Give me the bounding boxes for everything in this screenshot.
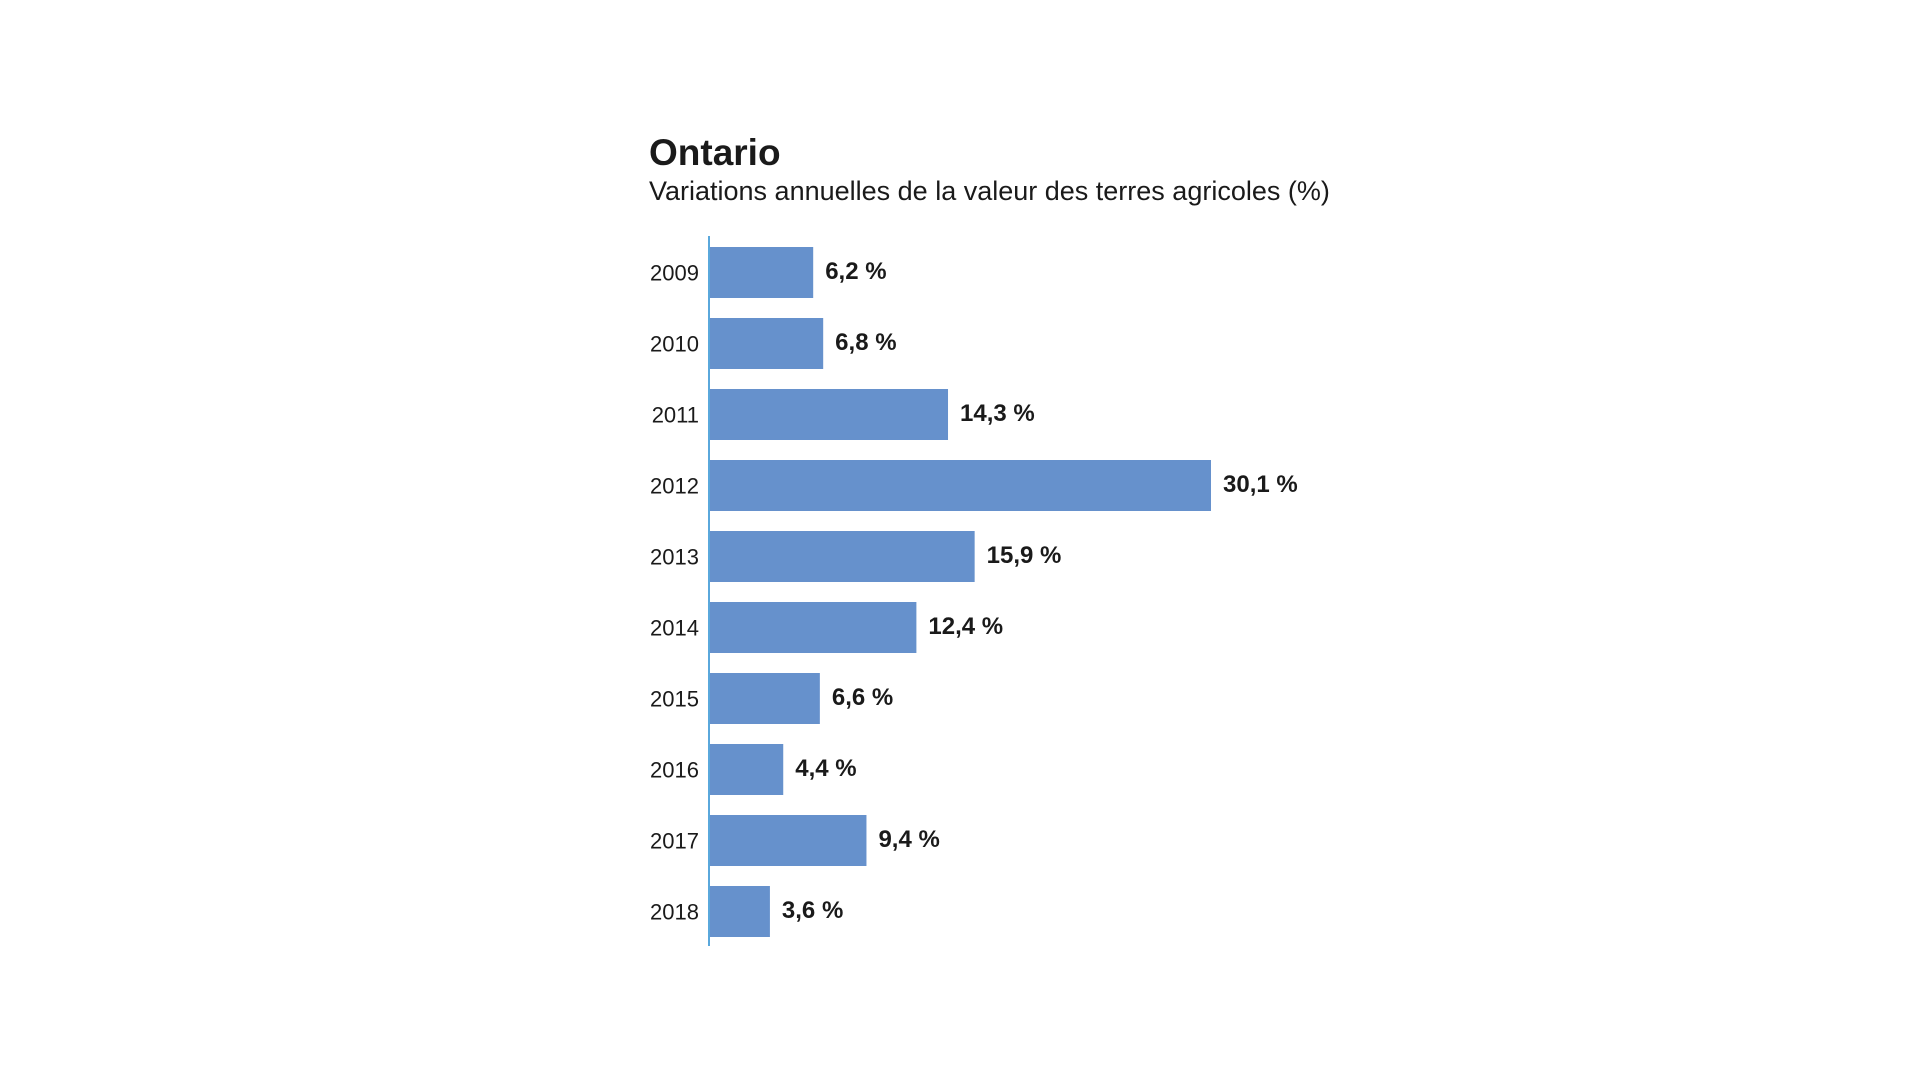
bar-2014 — [710, 602, 917, 653]
bar-2018 — [710, 886, 770, 937]
y-tick-label: 2011 — [652, 402, 699, 427]
y-tick-label: 2016 — [650, 757, 699, 782]
y-tick-label: 2012 — [650, 473, 699, 498]
bar-group: 2009 6,2 % 2010 6,8 % 2011 14,3 % 2012 30,1 % 20… — [650, 247, 1298, 937]
y-tick-label: 2009 — [650, 260, 699, 285]
bar-value-label: 30,1 % — [1223, 471, 1298, 498]
bar-2010 — [710, 318, 824, 369]
y-tick-label: 2010 — [650, 331, 699, 356]
bar-2013 — [710, 531, 975, 582]
y-tick-label: 2018 — [650, 899, 699, 924]
bar-value-label: 14,3 % — [960, 400, 1035, 427]
bar-value-label: 6,6 % — [832, 684, 893, 711]
bar-2012 — [710, 460, 1211, 511]
bar-value-label: 6,2 % — [825, 258, 886, 285]
bar-2011 — [710, 389, 949, 440]
bar-value-label: 4,4 % — [795, 755, 856, 782]
bar-value-label: 12,4 % — [928, 613, 1003, 640]
bar-value-label: 9,4 % — [878, 826, 939, 853]
bar-2009 — [710, 247, 814, 298]
y-tick-label: 2017 — [650, 828, 699, 853]
bar-value-label: 3,6 % — [782, 897, 843, 924]
bar-value-label: 6,8 % — [835, 329, 896, 356]
chart-subtitle: Variations annuelles de la valeur des te… — [649, 176, 1330, 206]
chart-title: Ontario — [649, 132, 781, 173]
bar-2016 — [710, 744, 784, 795]
bar-2015 — [710, 673, 820, 724]
y-tick-label: 2013 — [650, 544, 699, 569]
bar-2017 — [710, 815, 867, 866]
bar-value-label: 15,9 % — [987, 542, 1062, 569]
y-tick-label: 2015 — [650, 686, 699, 711]
y-tick-label: 2014 — [650, 615, 699, 640]
